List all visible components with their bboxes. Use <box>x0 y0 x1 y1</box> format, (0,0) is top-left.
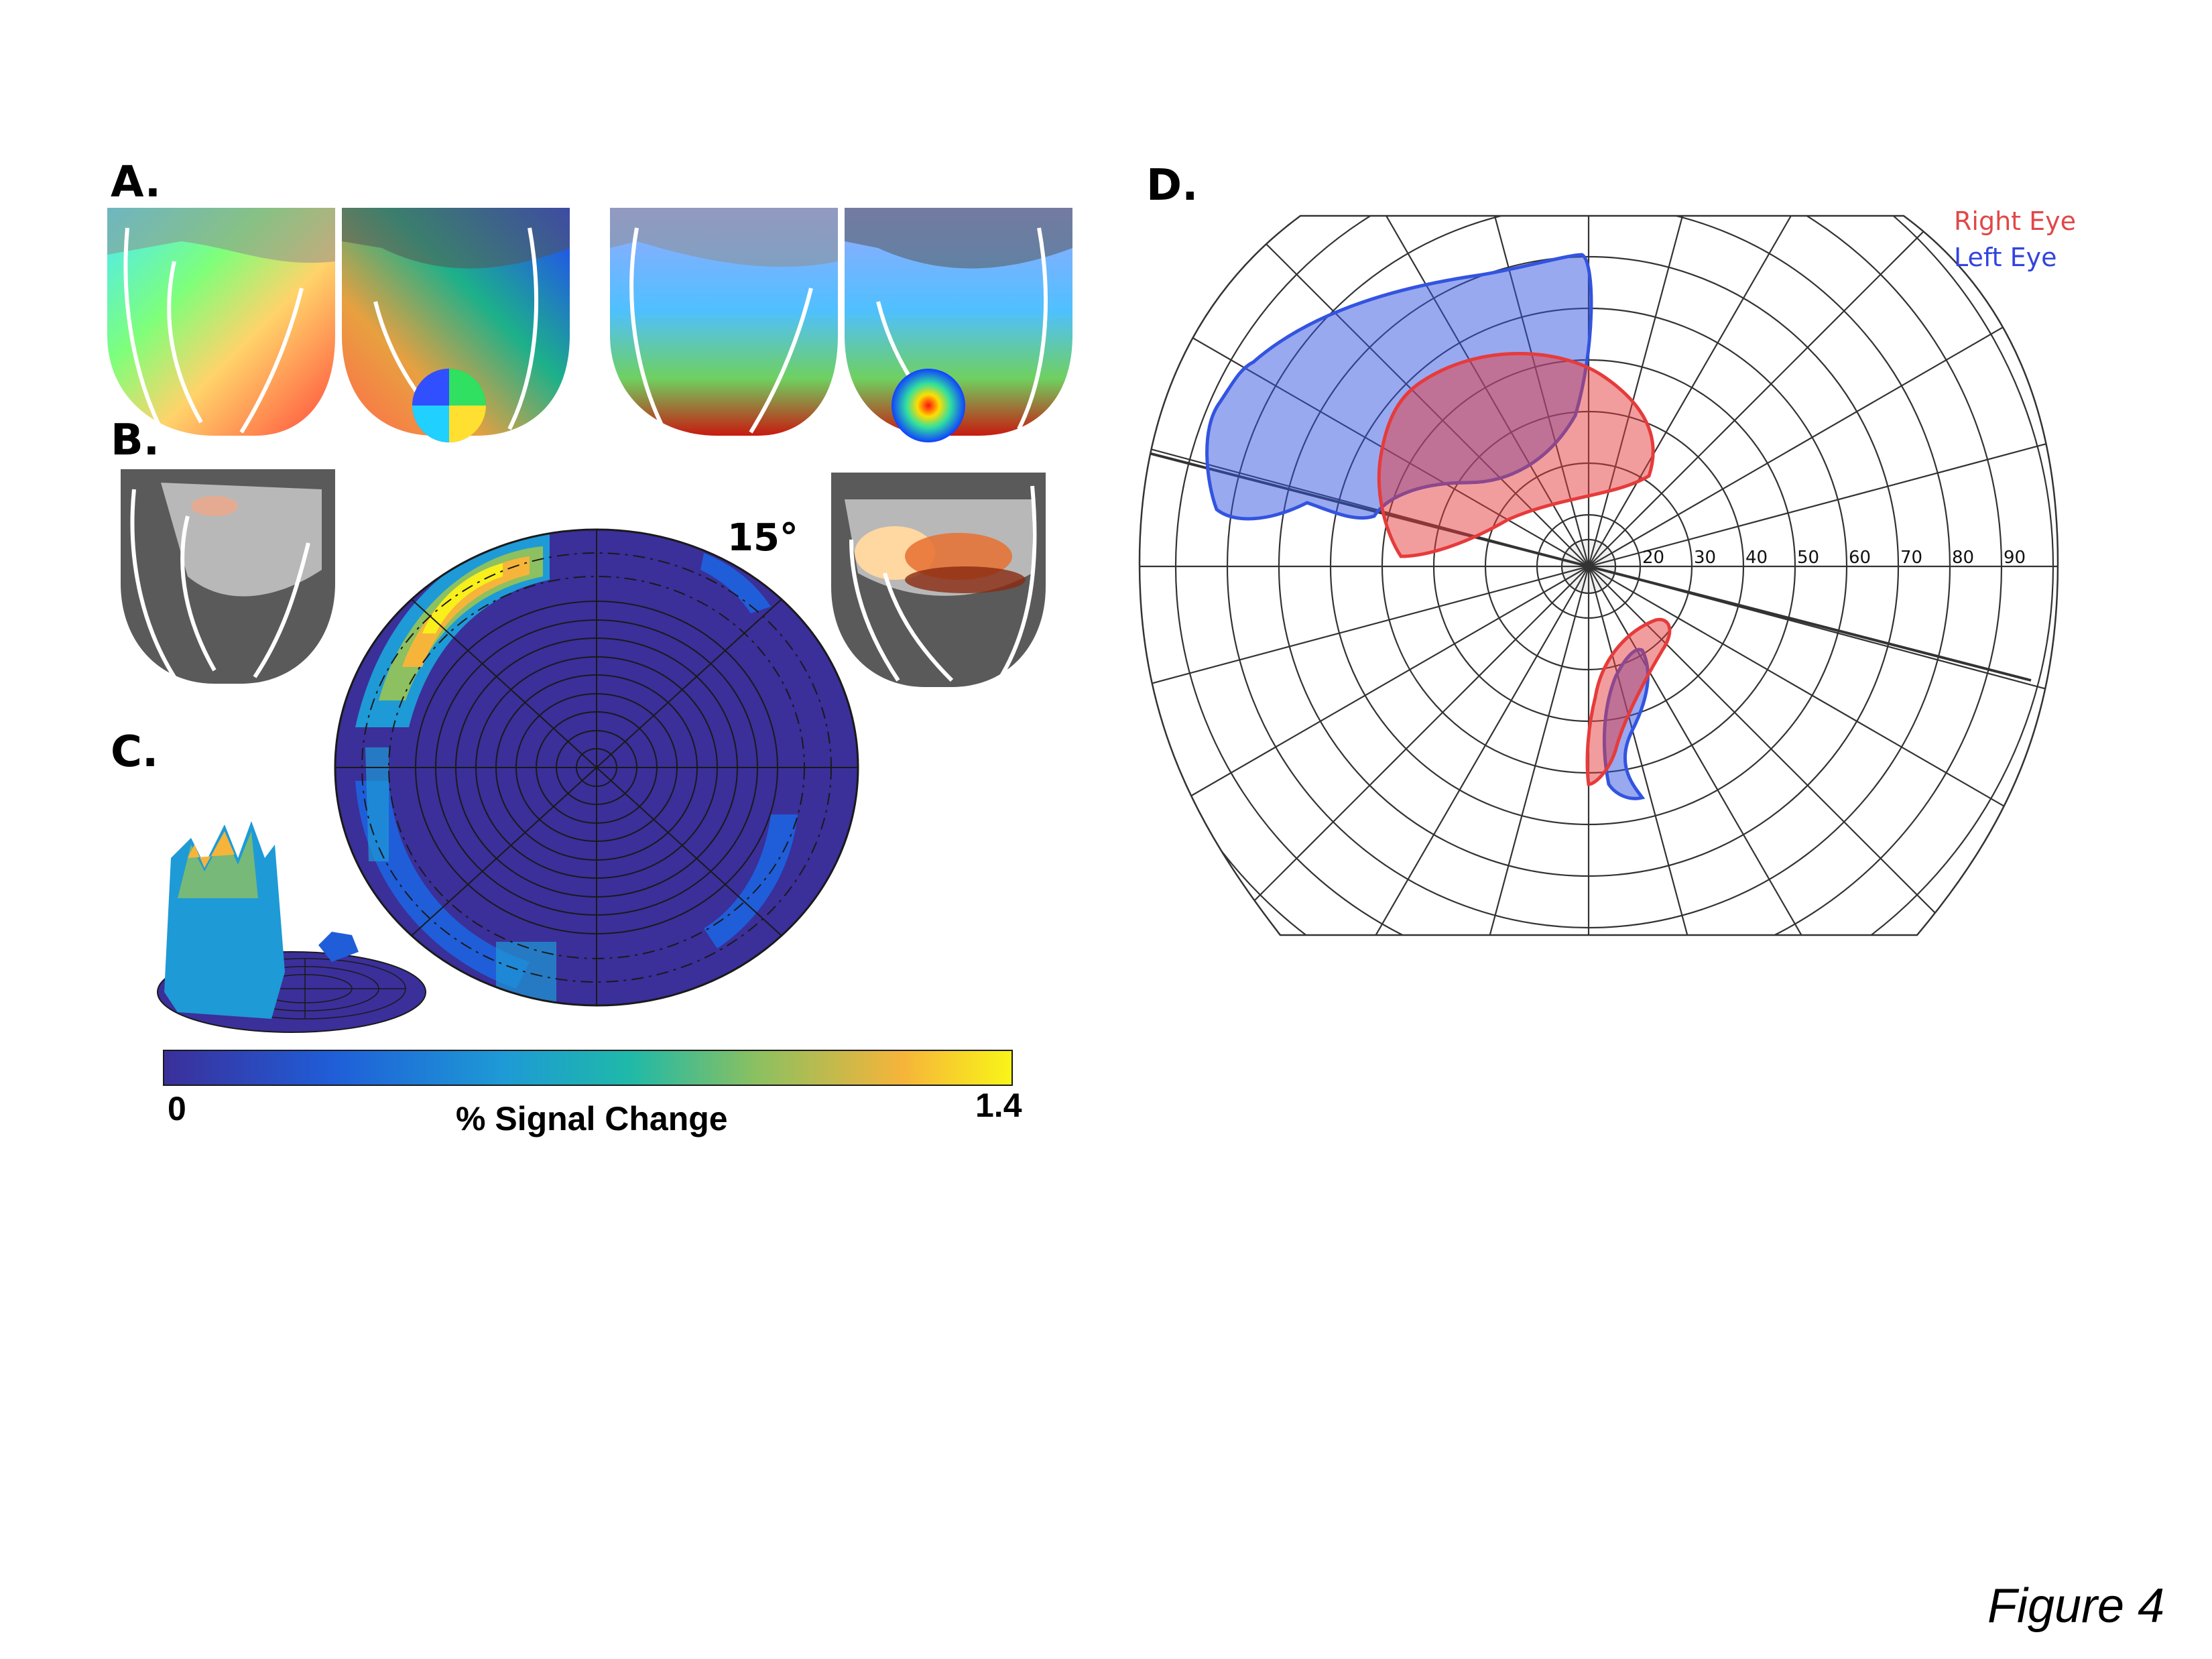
ring-label-40: 40 <box>1745 548 1768 568</box>
ring-label-80: 80 <box>1952 548 1974 568</box>
legend-right-eye: Right Eye <box>1954 206 2077 236</box>
panel-b-right-brain-map <box>831 473 1046 687</box>
colorbar <box>163 1050 1013 1086</box>
legend-left-eye: Left Eye <box>1954 243 2057 272</box>
panel-c-3d-surface <box>157 821 426 1033</box>
panel-a-label: A. <box>111 158 162 207</box>
colorbar-max-label: 1.4 <box>975 1087 1022 1124</box>
figure-caption: Figure 4 <box>1987 1579 2165 1633</box>
ring-label-30: 30 <box>1694 548 1716 568</box>
ring-label-60: 60 <box>1849 548 1871 568</box>
panel-b-label: B. <box>111 416 160 465</box>
ring-label-50: 50 <box>1797 548 1819 568</box>
colorbar-min-label: 0 <box>168 1090 186 1127</box>
panel-c-polar-disc <box>334 528 859 1007</box>
colorbar-title: % Signal Change <box>456 1100 728 1138</box>
ring-label-90: 90 <box>2004 548 2026 568</box>
panel-d-visual-field: 20 30 40 50 60 70 80 90 <box>1138 214 2059 936</box>
panel-c-label: C. <box>111 727 159 777</box>
panel-a-brain-maps <box>107 208 1072 442</box>
ring-label-70: 70 <box>1900 548 1922 568</box>
panel-b-left-brain-map <box>121 469 335 684</box>
eccentricity-label: 15° <box>727 516 798 560</box>
panel-d-label: D. <box>1146 161 1199 210</box>
ring-label-20: 20 <box>1642 548 1664 568</box>
